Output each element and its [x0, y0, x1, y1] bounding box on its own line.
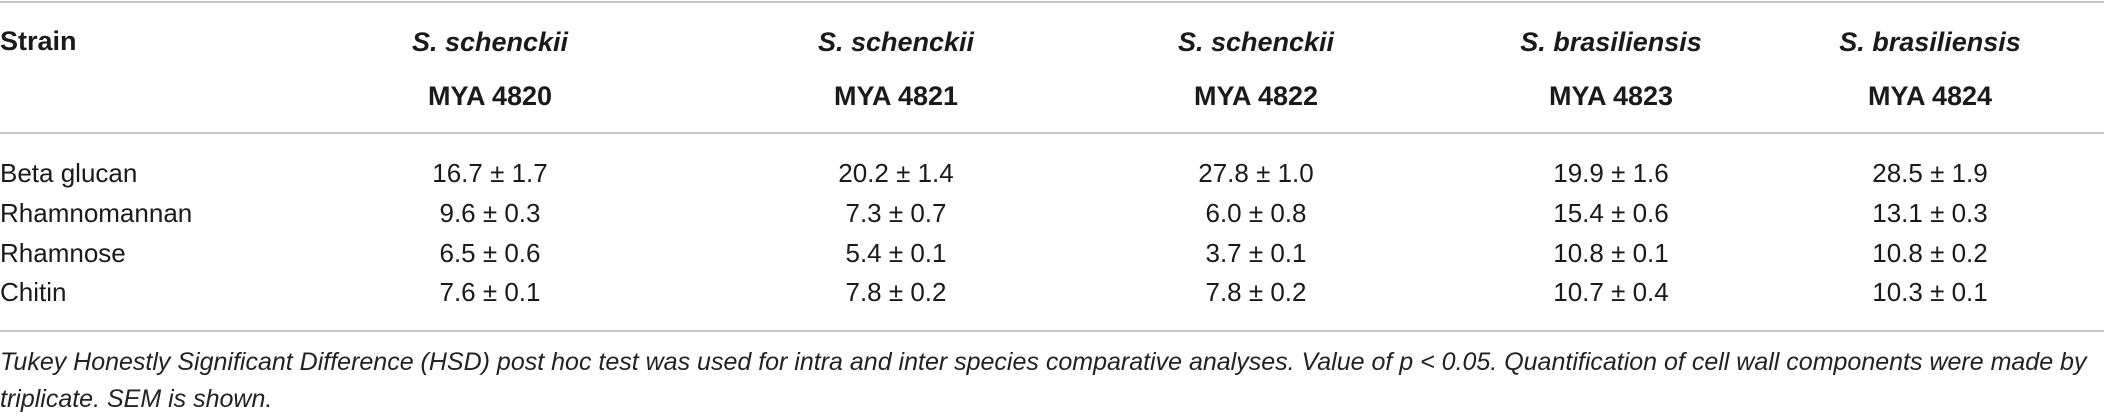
table-cell: 28.5 ± 1.9 — [1872, 158, 1988, 188]
top-rule — [0, 1, 2104, 3]
column-species: S. brasiliensis — [1520, 27, 1702, 57]
table-footnote: Tukey Honestly Significant Difference (H… — [0, 348, 2087, 413]
strain-header: Strain — [0, 26, 77, 56]
header-rule — [0, 132, 2104, 134]
table-cell: 15.4 ± 0.6 — [1553, 198, 1669, 228]
column-code: MYA 4822 — [1193, 81, 1319, 111]
column-species: S. schenckii — [411, 27, 569, 57]
column-species: S. brasiliensis — [1839, 27, 2021, 57]
column-header-5: S. brasiliensis MYA 4824 — [1770, 26, 2090, 112]
table-row: Chitin 7.6 ± 0.1 7.8 ± 0.2 7.8 ± 0.2 10.… — [0, 277, 2104, 317]
table-cell: 7.8 ± 0.2 — [845, 277, 947, 307]
column-code: MYA 4820 — [427, 81, 553, 111]
table-cell: 7.3 ± 0.7 — [845, 198, 947, 228]
column-header-3: S. schenckii MYA 4822 — [1096, 26, 1416, 112]
column-species: S. schenckii — [817, 27, 975, 57]
column-header-2: S. schenckii MYA 4821 — [736, 26, 1056, 112]
table-row: Beta glucan 16.7 ± 1.7 20.2 ± 1.4 27.8 ±… — [0, 158, 2104, 198]
table-cell: 16.7 ± 1.7 — [432, 158, 548, 188]
column-code: MYA 4823 — [1548, 81, 1674, 111]
row-label: Rhamnomannan — [0, 198, 193, 228]
table-cell: 10.7 ± 0.4 — [1553, 277, 1669, 307]
row-label: Rhamnose — [0, 238, 126, 268]
table-cell: 19.9 ± 1.6 — [1553, 158, 1669, 188]
table-cell: 5.4 ± 0.1 — [845, 238, 947, 268]
column-code: MYA 4824 — [1867, 81, 1993, 111]
table-cell: 6.5 ± 0.6 — [439, 238, 541, 268]
row-label: Chitin — [0, 277, 67, 307]
table-cell: 7.8 ± 0.2 — [1205, 277, 1307, 307]
table-row: Rhamnose 6.5 ± 0.6 5.4 ± 0.1 3.7 ± 0.1 1… — [0, 238, 2104, 278]
table-cell: 10.3 ± 0.1 — [1872, 277, 1988, 307]
table-cell: 7.6 ± 0.1 — [439, 277, 541, 307]
column-header-1: S. schenckii MYA 4820 — [330, 26, 650, 112]
bottom-rule — [0, 330, 2104, 332]
column-species: S. schenckii — [1177, 27, 1335, 57]
table-row: Rhamnomannan 9.6 ± 0.3 7.3 ± 0.7 6.0 ± 0… — [0, 198, 2104, 238]
table-cell: 20.2 ± 1.4 — [838, 158, 954, 188]
table-cell: 13.1 ± 0.3 — [1872, 198, 1988, 228]
row-label: Beta glucan — [0, 158, 138, 188]
column-code: MYA 4821 — [833, 81, 959, 111]
table-cell: 3.7 ± 0.1 — [1205, 238, 1307, 268]
column-header-4: S. brasiliensis MYA 4823 — [1451, 26, 1771, 112]
table-cell: 10.8 ± 0.2 — [1872, 238, 1988, 268]
table-cell: 9.6 ± 0.3 — [439, 198, 541, 228]
table-cell: 27.8 ± 1.0 — [1198, 158, 1314, 188]
table-cell: 10.8 ± 0.1 — [1553, 238, 1669, 268]
table-cell: 6.0 ± 0.8 — [1205, 198, 1307, 228]
